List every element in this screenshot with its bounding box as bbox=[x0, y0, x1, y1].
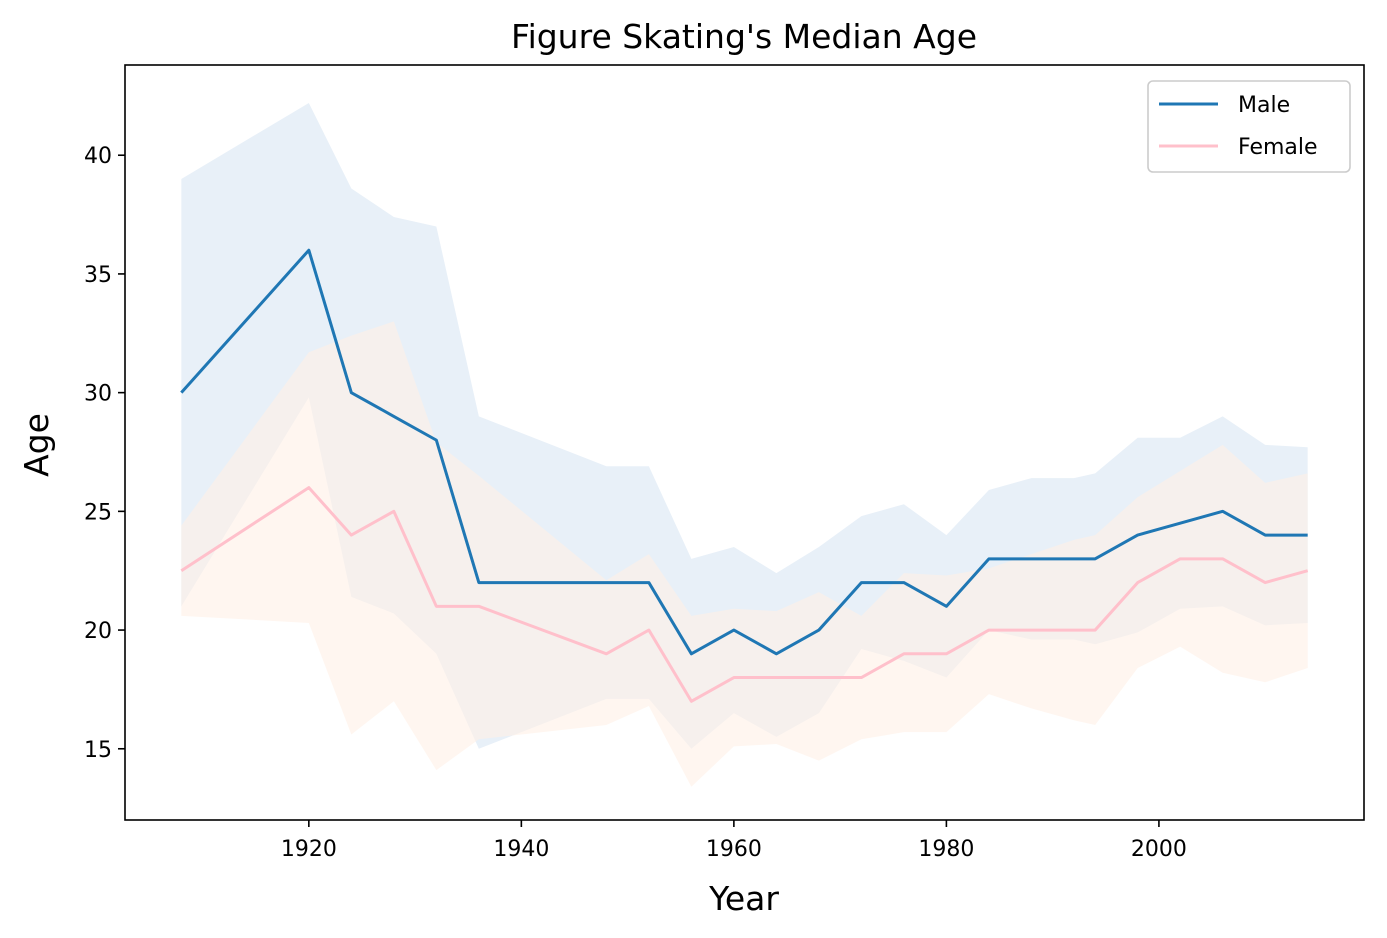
band-female bbox=[181, 321, 1308, 787]
series-lines bbox=[180, 248, 1309, 703]
y-tick-label: 15 bbox=[84, 738, 112, 763]
line-female bbox=[180, 486, 1309, 703]
y-tick-label: 20 bbox=[84, 619, 112, 644]
y-axis-label: Age bbox=[17, 413, 56, 477]
x-tick-label: 1940 bbox=[493, 837, 549, 862]
y-tick-label: 40 bbox=[84, 144, 112, 169]
confidence-bands bbox=[181, 102, 1308, 787]
y-tick-label: 25 bbox=[84, 500, 112, 525]
y-tick-label: 35 bbox=[84, 263, 112, 288]
x-axis: 1920 1940 1960 1980 2000 bbox=[281, 820, 1187, 862]
legend-label-male: Male bbox=[1238, 93, 1290, 118]
x-tick-label: 1960 bbox=[706, 837, 762, 862]
y-axis: 15 20 25 30 35 40 bbox=[84, 144, 125, 763]
x-tick-label: 1920 bbox=[281, 837, 337, 862]
legend-label-female: Female bbox=[1238, 135, 1318, 160]
x-axis-label: Year bbox=[708, 879, 779, 918]
x-tick-label: 2000 bbox=[1131, 837, 1187, 862]
plot-frame bbox=[124, 64, 1365, 821]
y-tick-label: 30 bbox=[84, 382, 112, 407]
legend: Male Female bbox=[1147, 80, 1351, 173]
x-tick-label: 1980 bbox=[918, 837, 974, 862]
chart-title: Figure Skating's Median Age bbox=[511, 17, 977, 56]
line-male bbox=[180, 248, 1308, 656]
